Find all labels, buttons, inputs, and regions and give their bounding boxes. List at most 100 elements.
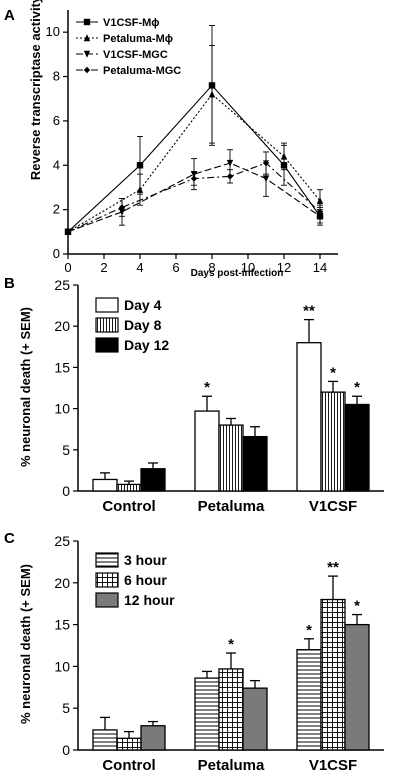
panel-b-legend-swatch: [95, 337, 119, 353]
panel-a-legend-marker: [83, 34, 91, 42]
panel-b-bar: [116, 483, 142, 492]
panel-a-data-point: [262, 159, 270, 167]
panel-c-bar: [92, 729, 118, 751]
panel-b-legend-swatch: [95, 297, 119, 313]
panel-a-line-chart: A Reverse transcriptase activity Days po…: [4, 0, 338, 279]
panel-b-y-tick-label: 20: [54, 318, 70, 334]
panel-a-series-line: [67, 162, 321, 233]
panel-b-y-tick-label: 10: [54, 401, 70, 417]
panel-b-y-axis-label: % neuronal death (+ SEM): [18, 307, 33, 467]
panel-c-bar: [242, 687, 268, 751]
panel-a-data-point: [136, 162, 144, 169]
panel-c-category-label: Control: [102, 757, 155, 774]
panel-c-category-label: V1CSF: [309, 757, 357, 774]
panel-b-significance-mark: **: [303, 303, 315, 320]
panel-b-y-tick-label: 5: [62, 442, 70, 458]
panel-c-category-label: Petaluma: [198, 757, 265, 774]
panel-a-series-3: [64, 151, 324, 236]
panel-b-legend-label: Day 12: [124, 337, 169, 353]
panel-c-legend-label: 12 hour: [124, 592, 175, 608]
panel-b-legend-label: Day 4: [124, 297, 162, 313]
panel-a-x-tick-label: 14: [313, 260, 327, 275]
panel-b-y-tick-label: 25: [54, 277, 70, 293]
panel-a-legend-marker: [83, 50, 91, 58]
panel-a-x-tick-label: 6: [172, 260, 179, 275]
panel-a-legend-marker: [83, 18, 91, 26]
panel-b-bar: [296, 342, 322, 492]
panel-c-letter: C: [4, 530, 15, 547]
panel-a-data-point: [118, 204, 126, 211]
panel-c-y-axis-label: % neuronal death (+ SEM): [18, 564, 33, 724]
panel-a-y-tick-label: 8: [53, 69, 60, 84]
panel-a-data-point: [208, 90, 216, 98]
panel-a-data-point: [190, 175, 198, 182]
panel-c-y-tick-label: 5: [62, 700, 70, 716]
panel-a-series-line: [67, 93, 321, 233]
panel-a-y-tick-label: 4: [53, 157, 60, 172]
panel-a-x-tick-label: 4: [136, 260, 143, 275]
panel-c-bar: [218, 668, 244, 751]
panel-a-data-point: [316, 197, 324, 204]
panel-b-significance-mark: *: [330, 364, 336, 381]
panel-a-x-tick-label: 0: [64, 260, 71, 275]
panel-a-data-point: [280, 152, 288, 160]
panel-a-y-tick-label: 10: [46, 24, 60, 39]
panel-c-legend-swatch: [95, 552, 119, 568]
panel-a-legend-label: Petaluma-MGC: [103, 65, 181, 77]
panel-a-x-tick-label: 8: [208, 260, 215, 275]
panel-a-x-tick-label: 10: [241, 260, 255, 275]
panel-c-legend-swatch: [95, 572, 119, 588]
panel-c-bar: [296, 649, 322, 751]
panel-a-y-tick-label: 0: [53, 246, 60, 261]
panel-b-letter: B: [4, 275, 15, 292]
panel-c-significance-mark: **: [327, 559, 339, 576]
panel-c-y-tick-label: 25: [54, 533, 70, 549]
panel-a-y-tick-label: 6: [53, 113, 60, 128]
panel-b-legend-swatch: [95, 317, 119, 333]
panel-b-legend-label: Day 8: [124, 317, 162, 333]
panel-c-y-tick-label: 15: [54, 617, 70, 633]
panel-b-bar: [194, 410, 220, 492]
panel-b-bar: [344, 403, 370, 492]
panel-a-series-line: [67, 162, 321, 233]
panel-a-data-point: [226, 159, 234, 167]
panel-b-bar: [320, 391, 346, 492]
panel-b-category-label: V1CSF: [309, 498, 357, 515]
panel-b-bar: [140, 468, 166, 492]
panel-c-bar: [140, 725, 166, 751]
panel-a-data-point: [226, 173, 234, 180]
panel-a-legend-label: Petaluma-Mϕ: [103, 33, 173, 45]
panel-b-bar-chart: B % neuronal death (+ SEM) 0 5 10 15 20 25 Co…: [4, 275, 384, 515]
panel-b-significance-mark: *: [204, 379, 210, 396]
panel-a-x-axis-label: Days post-infection: [191, 268, 284, 279]
panel-a-legend-label: V1CSF-MGC: [103, 49, 168, 61]
panel-a-legend-label: V1CSF-Mϕ: [103, 17, 160, 29]
panel-b-bar: [242, 435, 268, 492]
panel-b-category-label: Petaluma: [198, 498, 265, 515]
panel-c-bar-chart: C % neuronal death (+ SEM) 0 5 10 15 20 25 Co…: [4, 530, 384, 774]
panel-a-letter: A: [4, 7, 15, 24]
panel-c-bar: [116, 737, 142, 751]
panel-a-data-point: [64, 228, 72, 236]
panel-c-legend-label: 6 hour: [124, 572, 167, 588]
panel-c-y-tick-label: 0: [62, 742, 70, 758]
panel-c-significance-mark: *: [228, 636, 234, 653]
panel-c-y-tick-label: 10: [54, 658, 70, 674]
panel-a-x-tick-label: 2: [100, 260, 107, 275]
panel-b-significance-mark: *: [354, 379, 360, 396]
panel-a-y-axis-label: Reverse transcriptase activity: [28, 0, 43, 180]
panel-c-legend-swatch: [95, 592, 119, 608]
panel-b-bar: [92, 478, 118, 492]
panel-c-y-tick-label: 20: [54, 575, 70, 591]
panel-c-bar: [194, 677, 220, 751]
panel-c-significance-mark: *: [306, 622, 312, 639]
panel-a-legend-marker: [83, 66, 91, 74]
panel-a-data-point: [262, 175, 270, 183]
panel-c-bar: [344, 623, 370, 751]
panel-c-legend-label: 3 hour: [124, 552, 167, 568]
panel-c-bar: [320, 598, 346, 751]
panel-b-y-tick-label: 15: [54, 359, 70, 375]
panel-c-significance-mark: *: [354, 598, 360, 615]
panel-b-bar: [218, 424, 244, 492]
